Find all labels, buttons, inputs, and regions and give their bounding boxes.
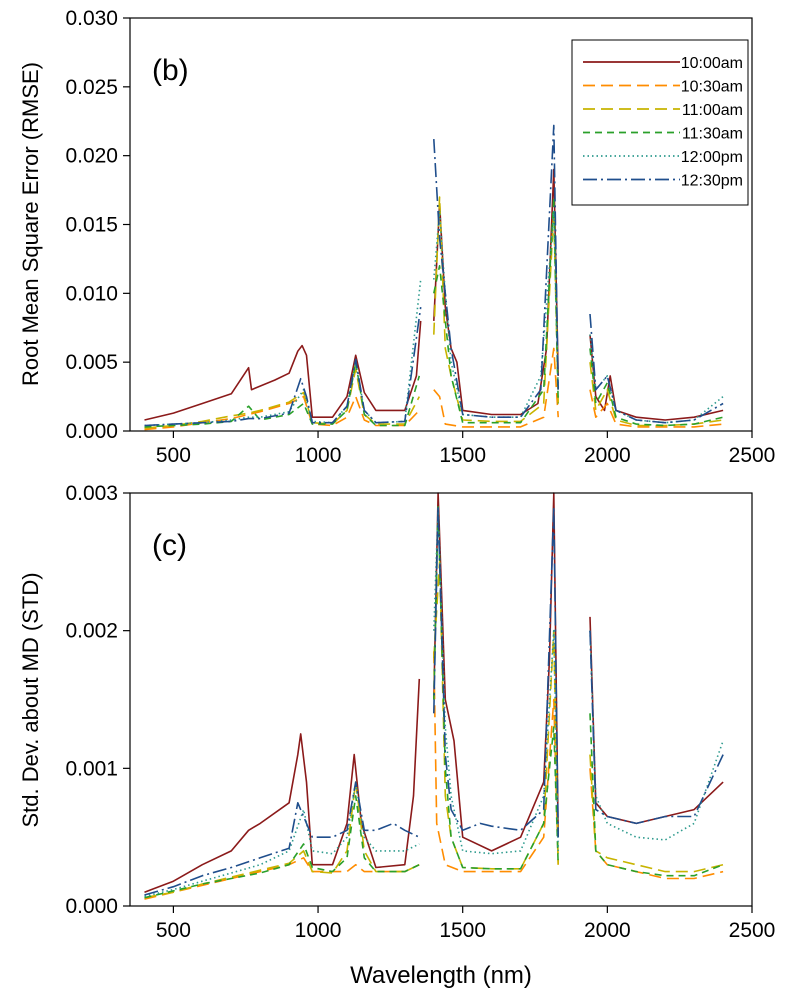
std-y-tick-label: 0.000 [65,895,118,918]
rmse-y-tick-label: 0.015 [65,214,118,237]
x-axis-label: Wavelength (nm) [350,962,532,989]
rmse-x-tick-label: 1500 [439,444,486,467]
rmse-y-tick-label: 0.010 [65,282,118,305]
std-series-layer [144,492,724,900]
rmse-y-tick-label: 0.000 [65,420,118,443]
rmse-series-1000am [144,168,724,421]
rmse-y-tick-label: 0.020 [65,145,118,168]
std-y-tick-label: 0.001 [65,757,118,780]
std-y-tick-label: 0.003 [65,482,118,505]
rmse-y-tick-label: 0.030 [65,7,118,30]
rmse-y-axis-label: Root Mean Square Error (RMSE) [18,62,43,386]
legend: 10:00am 10:30am 11:00am 11:30am 12:00pm 12:30… [571,39,749,206]
legend-box [571,39,749,206]
std-series-1230pm [144,506,724,896]
std-ticks: 500 1000 1500 2000 2500 0.000 0.001 0.002 0.003 [65,482,775,942]
std-x-tick-label: 2500 [729,919,776,942]
rmse-y-tick-label: 0.005 [65,351,118,374]
rmse-series-1230pm [144,124,724,427]
std-panel-label: (c) [152,529,187,562]
std-x-tick-label: 500 [156,919,191,942]
rmse-y-tick-label: 0.025 [65,76,118,99]
std-x-tick-label: 1500 [439,919,486,942]
rmse-x-tick-label: 2500 [729,444,776,467]
legend-label: 12:30pm [681,173,743,190]
legend-label: 12:00pm [681,149,743,166]
std-panel: 500 1000 1500 2000 25000.0000.0010.0020.003 … [18,482,775,989]
legend-label: 10:00am [681,55,743,72]
legend-label: 11:30am [682,126,743,143]
rmse-series-layer [144,124,724,431]
rmse-ticks: 500 1000 1500 2000 2500 0.000 0.005 0.010 0.015 0… [65,7,775,467]
std-x-tick-label: 1000 [295,919,342,942]
std-y-axis-label: Std. Dev. about MD (STD) [18,572,43,827]
std-plot-frame [129,492,753,907]
rmse-x-tick-label: 500 [156,444,191,467]
std-x-tick-label: 2000 [584,919,631,942]
rmse-x-tick-label: 2000 [584,444,631,467]
legend-label: 10:30am [681,79,743,96]
std-y-tick-label: 0.002 [65,620,118,643]
rmse-panel-label: (b) [152,54,189,87]
rmse-panel: 500 1000 1500 2000 2500 0.000 0.005 0.010 0.015 0… [18,7,775,467]
rmse-x-tick-label: 1000 [295,444,342,467]
std-series-1130am [144,506,724,899]
legend-label: 11:00am [682,102,743,119]
